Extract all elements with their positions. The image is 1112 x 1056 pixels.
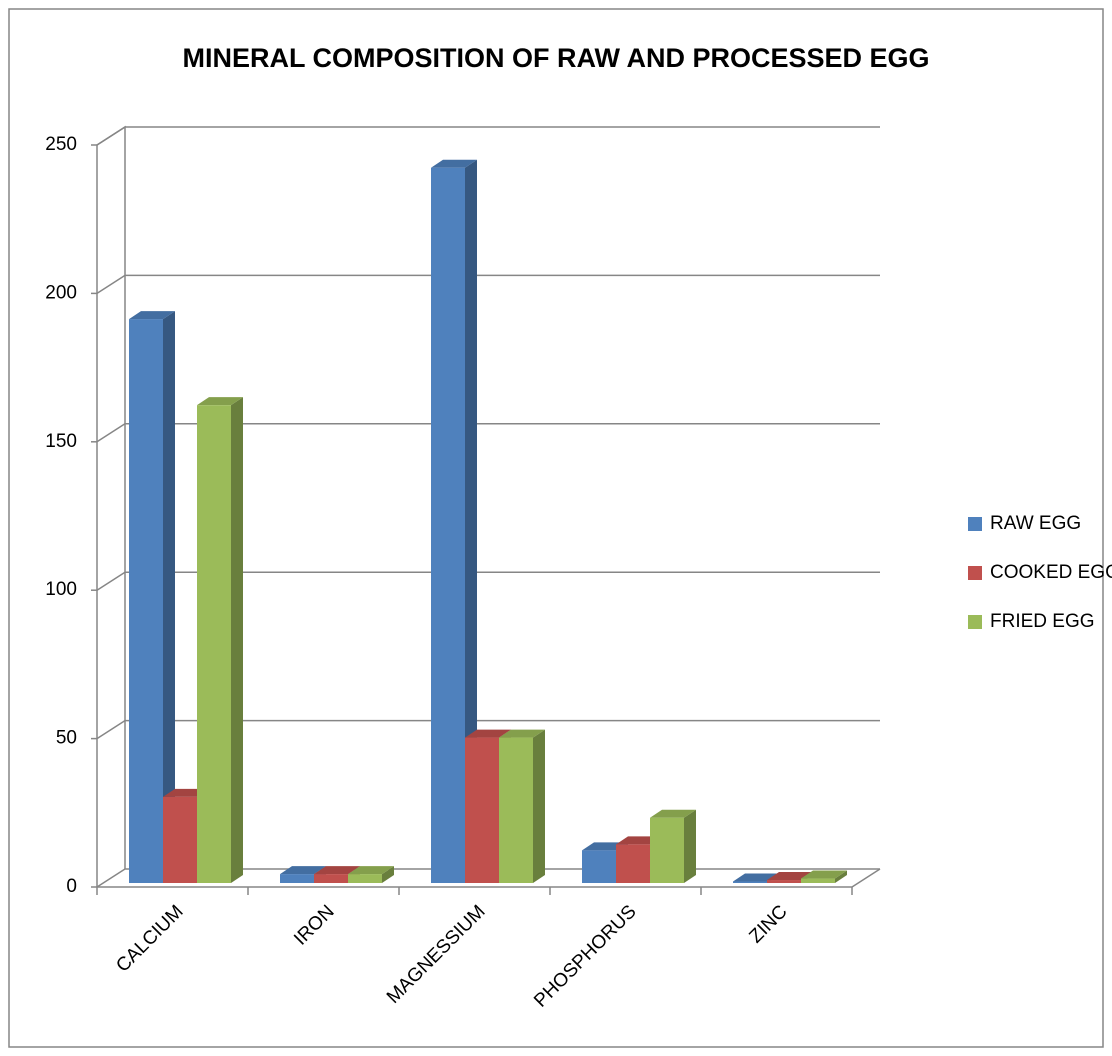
bar-top [650, 809, 696, 818]
bar-top [348, 866, 394, 875]
bar [163, 796, 197, 883]
bar [348, 874, 382, 883]
chart-title: MINERAL COMPOSITION OF RAW AND PROCESSED… [182, 43, 929, 73]
grid-line [96, 423, 880, 443]
bar-side [684, 809, 696, 883]
bar-side [382, 866, 394, 883]
bar-top [129, 311, 175, 320]
y-tick-label: 200 [45, 282, 77, 303]
bar-top [499, 729, 545, 738]
legend-swatch [968, 517, 982, 531]
bar-side [465, 159, 477, 883]
legend-label: FRIED EGG [990, 611, 1095, 632]
bar-side [163, 311, 175, 884]
y-tick-label: 150 [45, 431, 77, 452]
bar-top [733, 873, 779, 882]
bar-side [533, 729, 545, 883]
bar-side [231, 397, 243, 883]
bar-top [767, 872, 813, 881]
bar [431, 167, 465, 883]
y-tick-label: 100 [45, 579, 77, 600]
bar [801, 878, 835, 883]
bar [767, 880, 801, 883]
bar [499, 737, 533, 883]
bar-side [835, 870, 847, 883]
grid-line [96, 571, 880, 591]
bar [280, 874, 314, 883]
bar [197, 405, 231, 883]
bar-top [280, 866, 326, 875]
legend-label: COOKED EGG [990, 562, 1112, 583]
legend-label: RAW EGG [990, 513, 1081, 534]
bar-top [801, 870, 847, 879]
bar [650, 817, 684, 883]
bar-top [465, 729, 511, 738]
legend-swatch [968, 615, 982, 629]
legend-swatch [968, 566, 982, 580]
bar [465, 737, 499, 883]
bar [129, 319, 163, 884]
y-tick-label: 250 [45, 134, 77, 155]
bar [616, 844, 650, 883]
grid-line [96, 126, 880, 146]
bar [733, 881, 767, 883]
grid-line [96, 274, 880, 295]
bar-top [431, 159, 477, 168]
bar [314, 874, 348, 883]
y-tick-label: 50 [56, 728, 77, 749]
y-tick-label: 0 [66, 876, 77, 897]
grid-line [96, 719, 880, 740]
bar [582, 850, 616, 883]
bar-top [314, 866, 360, 875]
bar-top [197, 397, 243, 406]
